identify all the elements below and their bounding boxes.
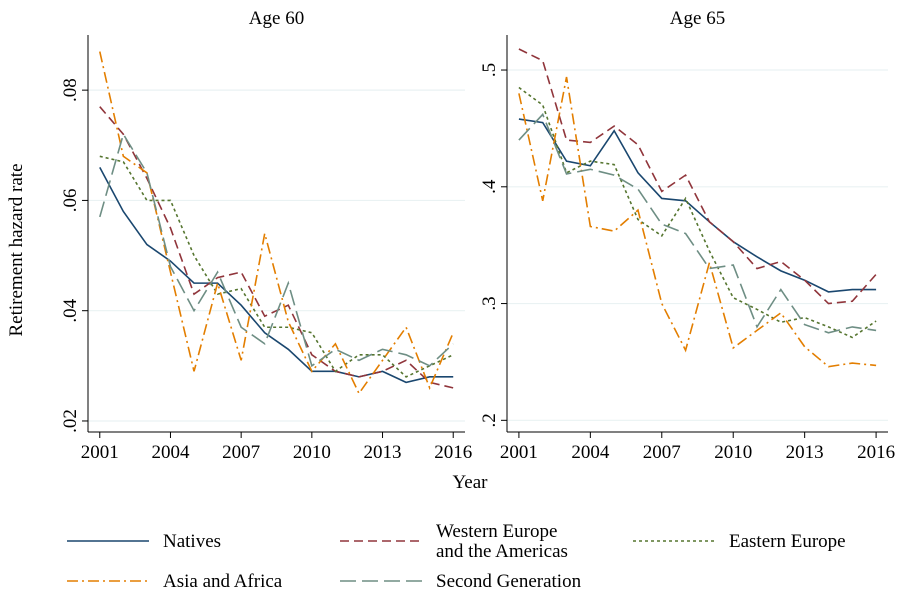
x-axis-label: Year: [452, 472, 488, 493]
series-line: [99, 132, 454, 368]
x-tick-label: 2007: [222, 442, 260, 463]
series-line: [98, 51, 454, 395]
series-line: [518, 112, 877, 334]
y-tick-label: .5: [479, 63, 500, 77]
series-line: [518, 118, 877, 293]
y-tick-label: .02: [60, 409, 81, 433]
x-tick-label: 2016: [434, 442, 472, 463]
legend-label: Asia and Africa: [163, 571, 283, 592]
x-tick-label: 2004: [151, 442, 190, 463]
x-tick-label: 2010: [714, 442, 752, 463]
y-tick-label: .2: [479, 413, 500, 427]
legend-label: Western Europe and the Americas: [436, 521, 568, 562]
legend-label: Second Generation: [436, 571, 582, 592]
legend-label: Natives: [163, 531, 221, 552]
y-tick-label: .08: [60, 78, 81, 102]
panel-title: Age 60: [249, 8, 304, 29]
x-tick-label: 2010: [293, 442, 331, 463]
x-tick-label: 2007: [643, 442, 681, 463]
y-axis-label: Retirement hazard rate: [6, 163, 27, 336]
series-line: [99, 166, 454, 384]
panel-title: Age 65: [670, 8, 725, 29]
x-tick-label: 2013: [786, 442, 824, 463]
x-tick-label: 2001: [500, 442, 538, 463]
series-line: [99, 106, 454, 389]
x-tick-label: 2013: [364, 442, 402, 463]
series-line: [518, 76, 877, 368]
legend-label: Eastern Europe: [729, 531, 846, 552]
series-line: [518, 86, 877, 339]
y-tick-label: .06: [60, 189, 81, 213]
x-tick-label: 2004: [571, 442, 610, 463]
y-tick-label: .04: [60, 298, 81, 322]
y-tick-label: .4: [479, 179, 500, 194]
y-tick-label: .3: [479, 296, 500, 310]
series-line: [518, 48, 877, 305]
x-tick-label: 2001: [81, 442, 119, 463]
x-tick-label: 2016: [857, 442, 895, 463]
